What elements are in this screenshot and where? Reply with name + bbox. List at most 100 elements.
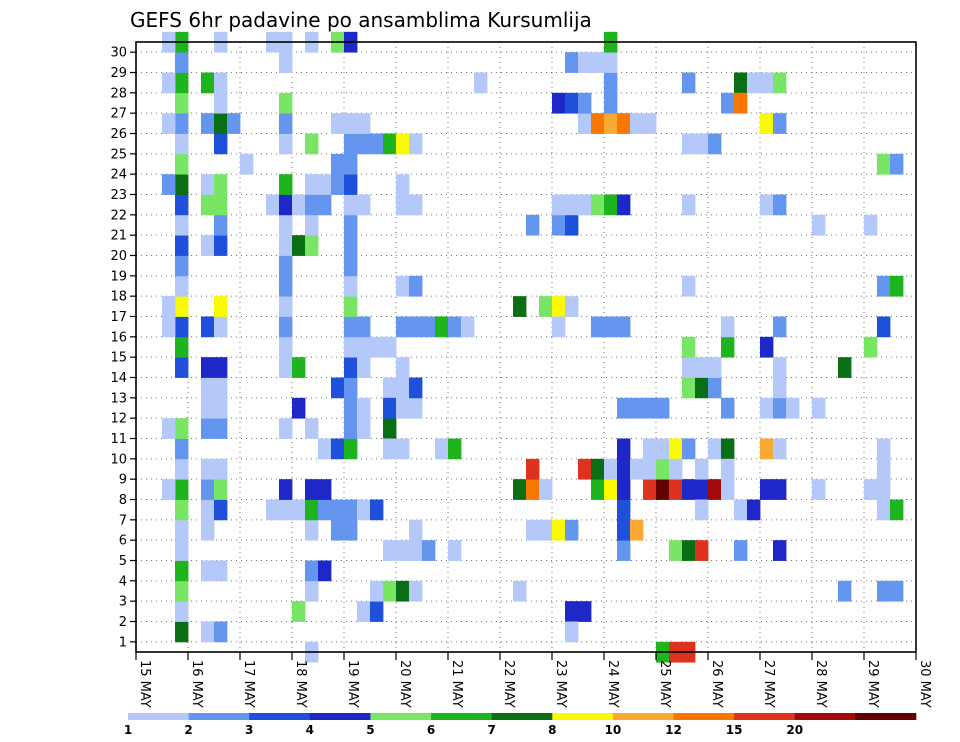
y-tick-label: 21 [110,229,127,244]
heatmap-cell [708,357,722,378]
heatmap-cell [357,499,371,521]
heatmap-cell [630,397,644,419]
heatmap-cell [214,235,228,256]
heatmap-cell [565,621,579,643]
heatmap-cell [318,499,332,521]
heatmap-cell [773,194,787,216]
colorbar-level-label: 12 [665,723,682,737]
chart-title: GEFS 6hr padavine po ansamblima Kursumli… [130,8,592,32]
heatmap-cell [383,377,397,399]
y-tick-label: 22 [110,208,127,223]
heatmap-cell [214,174,228,195]
heatmap-cell [396,316,410,338]
heatmap-cell [630,519,644,541]
heatmap-cell [344,397,358,419]
heatmap-cell [383,540,397,561]
heatmap-cell [617,438,631,460]
heatmap-cell [175,92,189,114]
heatmap-cell [344,235,358,256]
heatmap-cell [279,194,293,216]
x-tick-label: 20 MAY [397,660,412,708]
heatmap-cell [331,113,345,134]
heatmap-cell [409,519,423,541]
heatmap-cell [812,214,826,236]
heatmap-cell [201,113,215,134]
heatmap-cell [617,397,631,419]
heatmap-cell [734,92,748,114]
heatmap-cell [513,479,527,500]
colorbar-swatch [612,713,674,720]
heatmap-cell [877,479,891,500]
heatmap-cell [643,438,657,460]
heatmap-cell [695,458,709,480]
heatmap-cell [279,214,293,236]
y-tick-label: 15 [110,351,127,366]
heatmap-cell [474,72,488,94]
colorbar-swatch [370,713,432,720]
colorbar-swatch [249,713,311,720]
heatmap-cell [617,540,631,561]
y-tick-label: 16 [110,330,127,345]
heatmap-cell [175,133,189,155]
heatmap-cell [669,438,683,460]
heatmap-cell [214,499,228,521]
heatmap-cell [370,601,384,622]
heatmap-cell [162,174,176,195]
heatmap-cell [175,438,189,460]
heatmap-cell [617,519,631,541]
heatmap-cell [448,438,462,460]
heatmap-cell [162,72,176,94]
y-tick-label: 13 [110,391,127,406]
x-tick-label: 17 MAY [241,660,256,708]
heatmap-cell [396,357,410,378]
heatmap-cell [344,296,358,317]
heatmap-cell [396,540,410,561]
heatmap-cell [292,194,306,216]
colorbar-level-label: 5 [366,723,374,737]
heatmap-cell [201,72,215,94]
colorbar-swatch [794,713,856,720]
heatmap-cell [292,357,306,378]
heatmap-cell [838,357,852,378]
heatmap-cell [721,92,735,114]
heatmap-cell [175,580,189,602]
heatmap-cell [526,458,540,480]
colorbar-level-label: 20 [786,723,803,737]
y-tick-label: 24 [110,168,127,183]
x-tick-label: 22 MAY [501,660,516,708]
heatmap-cell [318,174,332,195]
heatmap-cell [201,235,215,256]
heatmap-cell [773,397,787,419]
heatmap-cell [162,479,176,500]
heatmap-cell [591,316,605,338]
heatmap-cell [409,397,423,419]
heatmap-cell [682,336,696,358]
heatmap-cell [279,499,293,521]
heatmap-cell [604,52,618,73]
heatmap-cell [604,316,618,338]
heatmap-cell [695,357,709,378]
y-tick-label: 1 [119,635,127,650]
heatmap-cell [890,499,904,521]
heatmap-cell [656,397,670,419]
heatmap-cell [864,336,878,358]
y-tick-label: 18 [110,290,127,305]
heatmap-cell [305,560,319,582]
y-tick-label: 28 [110,86,127,101]
colorbar-swatch [673,713,735,720]
heatmap-cell [539,479,553,500]
heatmap-cell [279,316,293,338]
x-tick-label: 21 MAY [449,660,464,708]
heatmap-cell [331,499,345,521]
heatmap-cell [370,499,384,521]
heatmap-cell [175,153,189,175]
colorbar-level-label: 4 [306,723,314,737]
grid-layer [136,42,916,652]
heatmap-cell [656,438,670,460]
x-tick-label: 19 MAY [345,660,360,708]
heatmap-cell [565,92,579,114]
heatmap-cell [656,479,670,500]
heatmap-cell [370,580,384,602]
heatmap-cell [357,316,371,338]
heatmap-cell [357,194,371,216]
